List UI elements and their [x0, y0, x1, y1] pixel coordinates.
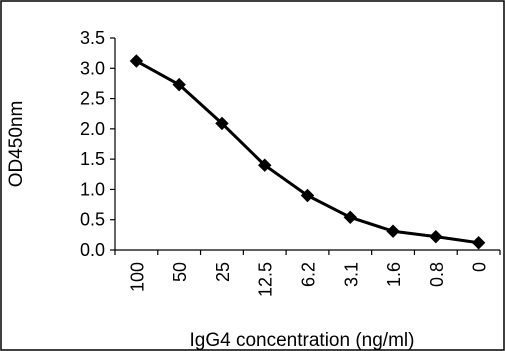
data-point-marker: [429, 229, 443, 244]
x-tick-label: 12.5: [256, 262, 276, 297]
data-point-marker: [386, 224, 400, 238]
data-point-marker: [471, 236, 486, 250]
y-tick-label: 1.0: [80, 179, 105, 199]
y-ticks: 0.0 0.5 1.0 1.5 2.0 2.5 3.0 3.5: [80, 28, 115, 260]
data-point-marker: [172, 77, 186, 92]
data-point-marker: [129, 54, 144, 68]
x-tick-label: 25: [213, 262, 233, 282]
data-point-marker: [343, 210, 357, 224]
x-tick-label: 6.2: [299, 262, 319, 287]
y-tick-label: 1.5: [80, 149, 105, 169]
x-tick-label: 0.8: [427, 262, 447, 287]
y-tick-label: 3.0: [80, 58, 105, 78]
x-tick-label: 100: [127, 262, 147, 292]
y-tick-label: 0.0: [80, 240, 105, 260]
y-tick-label: 0.5: [80, 210, 105, 230]
series-group: [129, 54, 486, 250]
x-axis-title: IgG4 concentration (ng/ml): [190, 330, 415, 351]
y-axis-title: OD450nm: [6, 101, 27, 188]
x-tick-label: 0: [470, 262, 490, 272]
y-tick-label: 2.5: [80, 89, 105, 109]
x-tick-label: 3.1: [341, 262, 361, 287]
x-tick-label: 50: [170, 262, 190, 282]
data-point-marker: [300, 188, 315, 203]
data-point-marker: [258, 158, 272, 172]
x-ticks: 100 50 25 12.5 6.2 3.1 1.6 0.8 0: [114, 250, 501, 297]
data-point-marker: [215, 116, 229, 131]
y-tick-label: 3.5: [80, 28, 105, 48]
y-tick-label: 2.0: [80, 119, 105, 139]
plot-area: 0.0 0.5 1.0 1.5 2.0 2.5 3.0 3.5 100 50 25 12.5 6.2 3…: [80, 28, 501, 297]
x-tick-label: 1.6: [384, 262, 404, 287]
